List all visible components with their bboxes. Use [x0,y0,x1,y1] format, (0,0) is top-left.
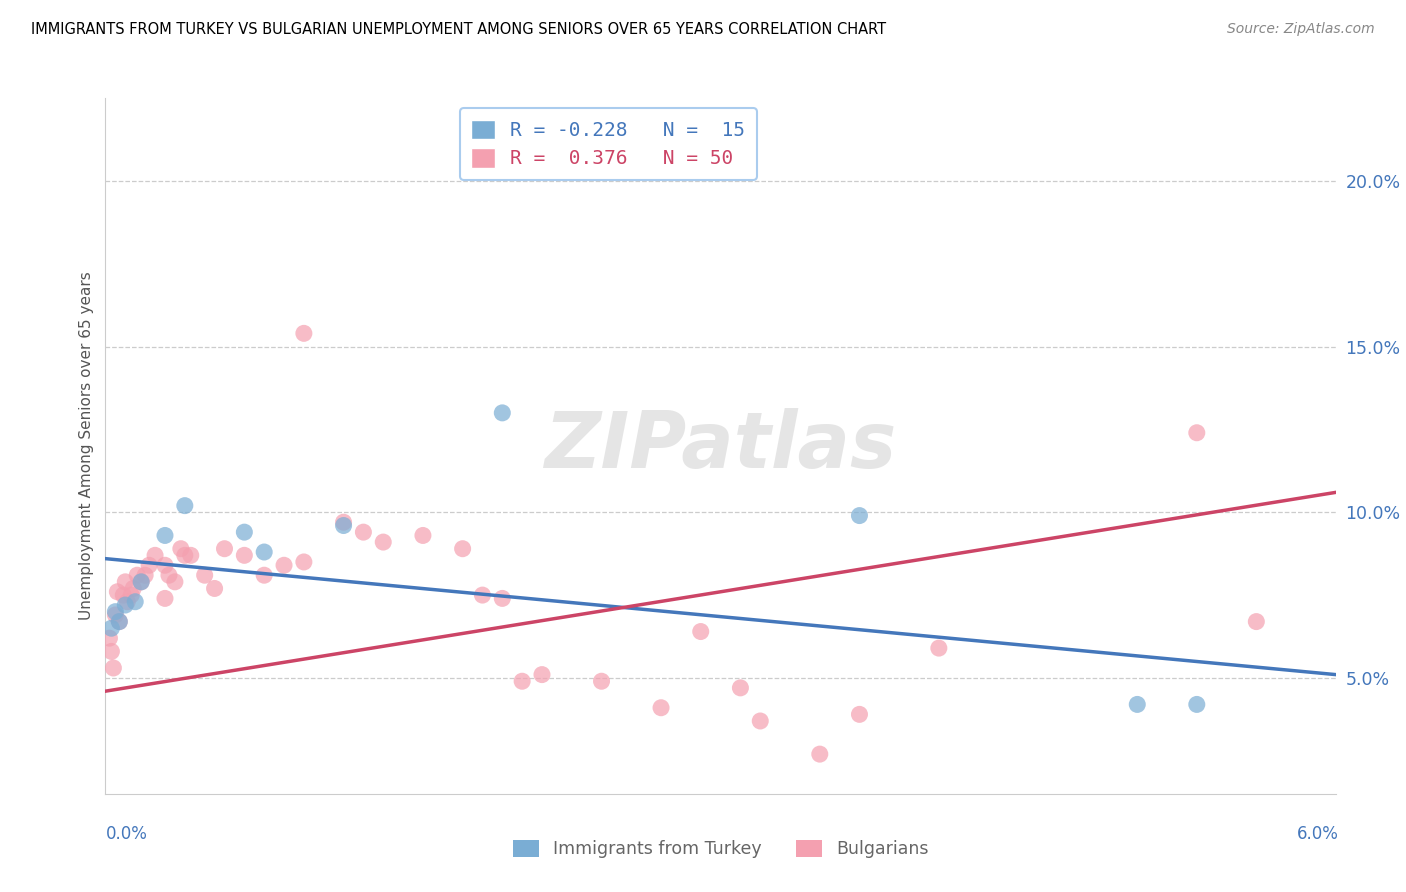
Point [373,535,395,549]
Point [650,700,672,714]
Point [491,591,513,606]
Point [233,525,256,540]
Point [114,598,136,612]
Point [100,621,122,635]
Text: 6.0%: 6.0% [1296,825,1339,843]
Point [124,595,146,609]
Point [104,605,127,619]
Point [451,541,474,556]
Point [730,681,752,695]
Point [143,549,166,563]
Point [1185,698,1208,712]
Point [530,667,553,681]
Point [214,541,236,556]
Point [134,568,156,582]
Point [1246,615,1268,629]
Text: Source: ZipAtlas.com: Source: ZipAtlas.com [1227,22,1375,37]
Point [129,574,152,589]
Point [114,574,136,589]
Point [928,641,950,656]
Point [1126,698,1149,712]
Point [157,568,180,582]
Point [117,595,139,609]
Point [808,747,831,761]
Point [108,615,131,629]
Point [292,555,315,569]
Point [98,631,121,645]
Text: 0.0%: 0.0% [105,825,148,843]
Point [591,674,613,689]
Point [253,568,276,582]
Point [104,607,127,622]
Text: ZIPatlas: ZIPatlas [544,408,897,484]
Point [273,558,295,573]
Point [129,574,152,589]
Point [510,674,533,689]
Point [194,568,217,582]
Point [153,558,176,573]
Point [204,582,226,596]
Point [112,588,135,602]
Point [749,714,772,728]
Point [173,549,195,563]
Point [233,549,256,563]
Point [689,624,711,639]
Point [105,584,128,599]
Legend: Immigrants from Turkey, Bulgarians: Immigrants from Turkey, Bulgarians [506,832,935,865]
Point [1185,425,1208,440]
Point [180,549,202,563]
Point [100,644,122,658]
Point [412,528,434,542]
Point [292,326,315,341]
Y-axis label: Unemployment Among Seniors over 65 years: Unemployment Among Seniors over 65 years [79,272,94,620]
Point [848,508,870,523]
Point [153,591,176,606]
Point [471,588,494,602]
Point [122,582,145,596]
Text: IMMIGRANTS FROM TURKEY VS BULGARIAN UNEMPLOYMENT AMONG SENIORS OVER 65 YEARS COR: IMMIGRANTS FROM TURKEY VS BULGARIAN UNEM… [31,22,886,37]
Point [103,661,125,675]
Point [120,588,142,602]
Point [848,707,870,722]
Point [332,515,354,529]
Point [491,406,513,420]
Point [153,528,176,542]
Point [173,499,195,513]
Point [163,574,186,589]
Point [170,541,193,556]
Point [108,615,131,629]
Point [127,568,149,582]
Point [138,558,160,573]
Point [352,525,374,540]
Point [253,545,276,559]
Point [332,518,354,533]
